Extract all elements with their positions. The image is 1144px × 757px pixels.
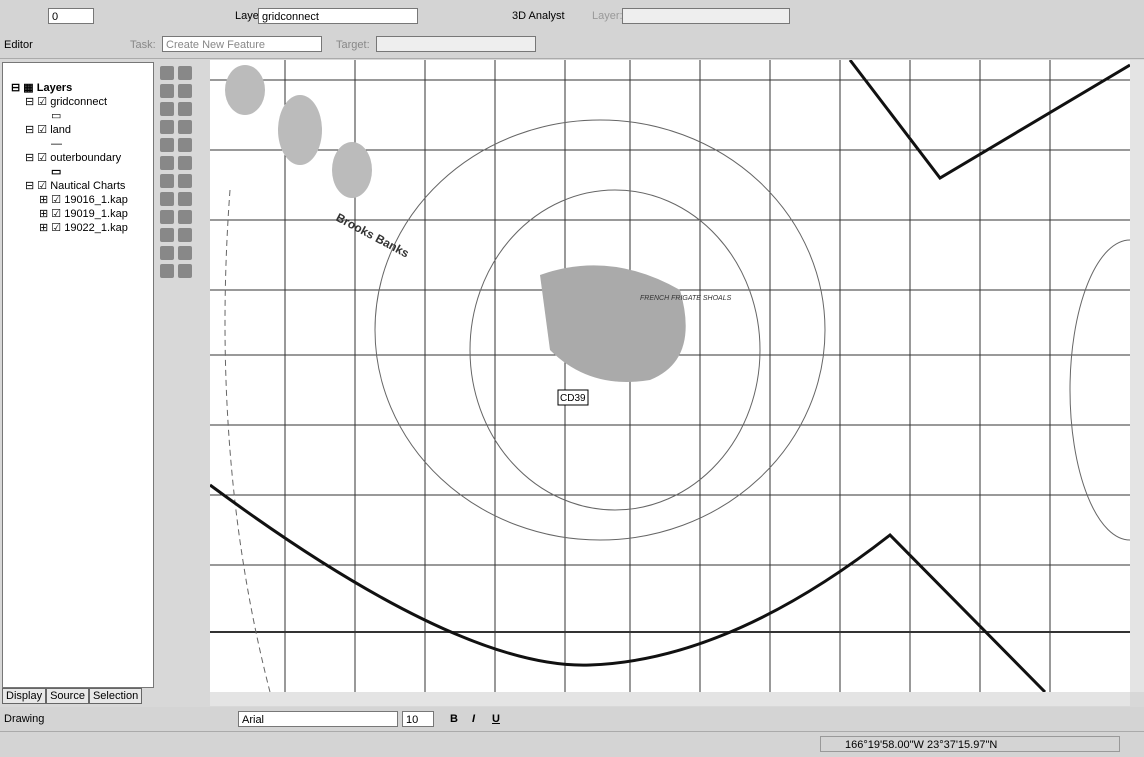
analyst-menu[interactable]: 3D Analyst (512, 10, 565, 22)
drawing-toolbar: Drawing Arial 10 B I U (0, 707, 1144, 732)
layer-label: Layer: (235, 10, 266, 22)
toc-tabs: Display Source Selection (2, 688, 143, 704)
layer2-select[interactable] (622, 8, 790, 24)
layer-select[interactable]: gridconnect (258, 8, 418, 24)
target-select[interactable] (376, 36, 536, 52)
scale-box[interactable]: 0 (48, 8, 94, 24)
size-select[interactable]: 10 (402, 711, 434, 727)
tab[interactable]: Display (2, 688, 47, 704)
tools-palette (158, 64, 208, 384)
bold-button[interactable]: B (450, 713, 458, 725)
drawing-menu[interactable]: Drawing (4, 713, 45, 725)
toc-root[interactable]: ⊟ ▦ Layers (11, 82, 73, 94)
map-view[interactable]: Brooks Banks CD39 FRENCH FRIGATE SHOALS (210, 60, 1130, 692)
map-label: FRENCH FRIGATE SHOALS (640, 295, 732, 302)
toc-layer[interactable]: ⊟ ☑ Nautical Charts (25, 180, 126, 192)
table-of-contents: ⊟ ▦ Layers ⊟ ☑ gridconnect ▭ ⊟ ☑ land — … (2, 62, 154, 688)
toc-layer[interactable]: ⊟ ☑ gridconnect (25, 96, 108, 108)
coordinates: 166°19'58.00"W 23°37'15.97"N (820, 736, 1120, 752)
toc-layer[interactable]: ⊟ ☑ land (25, 124, 71, 136)
task-label: Task: (130, 39, 156, 51)
h-scrollbar[interactable] (210, 692, 1130, 706)
underline-button[interactable]: U (492, 713, 500, 725)
layer2-label: Layer: (592, 10, 623, 22)
status-bar: 166°19'58.00"W 23°37'15.97"N (0, 732, 1144, 757)
toc-layer[interactable]: ⊟ ☑ outerboundary (25, 152, 122, 164)
map-label: CD39 (560, 393, 586, 404)
main-toolbar: 0 Layer: gridconnect 3D Analyst Layer: (0, 0, 1144, 33)
editor-toolbar: Editor Task: Create New Feature Target: (0, 32, 1144, 59)
toc-chart[interactable]: ⊞ ☑ 19022_1.kap (39, 222, 128, 234)
target-label: Target: (336, 39, 370, 51)
task-select[interactable]: Create New Feature (162, 36, 322, 52)
v-scrollbar[interactable] (1130, 60, 1144, 692)
toc-chart[interactable]: ⊞ ☑ 19019_1.kap (39, 208, 128, 220)
tab[interactable]: Selection (88, 688, 143, 704)
tab[interactable]: Source (46, 688, 89, 704)
italic-button[interactable]: I (472, 713, 476, 725)
editor-menu[interactable]: Editor (4, 39, 33, 51)
toc-chart[interactable]: ⊞ ☑ 19016_1.kap (39, 194, 128, 206)
font-select[interactable]: Arial (238, 711, 398, 727)
